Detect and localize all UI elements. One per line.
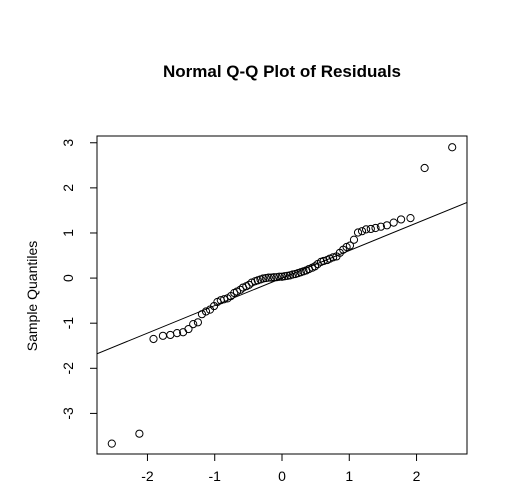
- data-point: [353, 228, 363, 237]
- data-point: [345, 241, 355, 250]
- data-point: [149, 334, 158, 344]
- data-point: [269, 273, 279, 282]
- x-axis: -2 -1 0 1 2: [141, 453, 421, 484]
- data-point: [357, 227, 367, 236]
- x-tick-label: -1: [209, 468, 222, 484]
- data-point: [272, 273, 281, 282]
- x-tick-label: 0: [278, 468, 286, 484]
- plot-frame: [96, 135, 468, 455]
- data-point: [267, 273, 276, 282]
- data-point: [261, 273, 270, 283]
- data-point: [382, 221, 392, 230]
- data-point: [201, 307, 211, 316]
- data-point: [329, 253, 338, 262]
- data-point: [107, 439, 116, 448]
- data-point: [189, 319, 198, 329]
- data-point: [193, 318, 203, 327]
- data-point: [277, 272, 287, 281]
- y-tick-label: 2: [60, 184, 76, 192]
- data-point: [389, 218, 398, 227]
- data-point: [396, 215, 406, 224]
- y-tick-label: 0: [60, 274, 76, 282]
- plot-area: [97, 143, 467, 448]
- data-point: [184, 324, 193, 334]
- data-point: [310, 262, 320, 271]
- y-tick-label: 1: [60, 229, 76, 237]
- data-point: [172, 329, 182, 338]
- data-point: [288, 270, 297, 279]
- y-axis: -3 -2 -1 0 1 2 3: [60, 139, 98, 420]
- y-tick-label: 3: [60, 139, 76, 147]
- data-point: [166, 330, 175, 340]
- data-point: [349, 235, 359, 244]
- y-tick-label: -3: [60, 407, 76, 420]
- x-tick-label: -2: [141, 468, 154, 484]
- y-tick-label: -2: [60, 362, 76, 375]
- data-point: [366, 224, 375, 234]
- data-point: [135, 429, 144, 438]
- y-tick-label: -1: [60, 317, 76, 330]
- data-point: [220, 295, 229, 304]
- chart-title: Normal Q-Q Plot of Residuals: [163, 62, 401, 81]
- data-point: [158, 331, 168, 340]
- data-point: [361, 225, 371, 234]
- x-tick-label: 1: [345, 468, 353, 484]
- data-point: [280, 272, 289, 281]
- data-point: [448, 143, 457, 152]
- data-point: [283, 271, 292, 280]
- qq-reference-line: [97, 201, 467, 355]
- data-point: [259, 274, 268, 283]
- data-point: [420, 163, 429, 173]
- data-point: [264, 273, 273, 282]
- data-point: [275, 272, 284, 281]
- data-point: [371, 223, 380, 233]
- data-point: [244, 280, 254, 289]
- data-point: [406, 213, 415, 223]
- data-point: [376, 222, 385, 231]
- data-point: [236, 285, 245, 294]
- y-axis-label: Sample Quantiles: [24, 241, 40, 352]
- x-tick-label: 2: [413, 468, 421, 484]
- data-point: [197, 310, 207, 319]
